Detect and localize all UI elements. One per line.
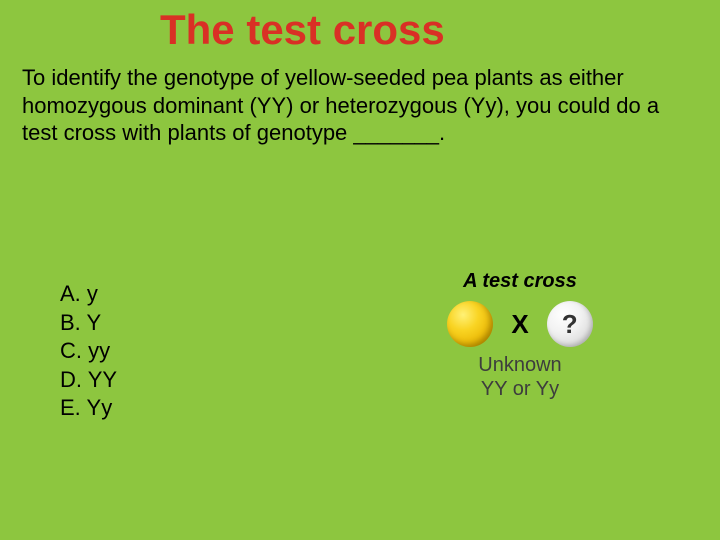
caption-line-2: YY or Yy xyxy=(400,377,640,401)
option-text: Y xyxy=(87,310,102,335)
test-cross-diagram: A test cross X ? Unknown YY or Yy xyxy=(400,270,640,401)
option-label: D. xyxy=(60,367,82,392)
diagram-title: A test cross xyxy=(400,270,640,293)
option-d: D. YY xyxy=(60,366,117,395)
diagram-row: X ? xyxy=(400,301,640,347)
option-label: A. xyxy=(60,281,81,306)
option-label: C. xyxy=(60,338,82,363)
yellow-seed-icon xyxy=(447,301,493,347)
option-label: B. xyxy=(60,310,81,335)
option-a: A. y xyxy=(60,280,117,309)
option-b: B. Y xyxy=(60,309,117,338)
option-e: E. Yy xyxy=(60,394,117,423)
option-text: y xyxy=(87,281,98,306)
answer-options: A. y B. Y C. yy D. YY E. Yy xyxy=(60,280,117,423)
option-text: Yy xyxy=(87,395,113,420)
option-text: YY xyxy=(88,367,117,392)
slide-title: The test cross xyxy=(0,0,720,54)
option-c: C. yy xyxy=(60,337,117,366)
question-text: To identify the genotype of yellow-seede… xyxy=(0,54,720,147)
option-label: E. xyxy=(60,395,81,420)
option-text: yy xyxy=(88,338,110,363)
caption-line-1: Unknown xyxy=(400,353,640,377)
diagram-caption: Unknown YY or Yy xyxy=(400,353,640,401)
cross-symbol: X xyxy=(511,309,528,340)
unknown-seed-icon: ? xyxy=(547,301,593,347)
